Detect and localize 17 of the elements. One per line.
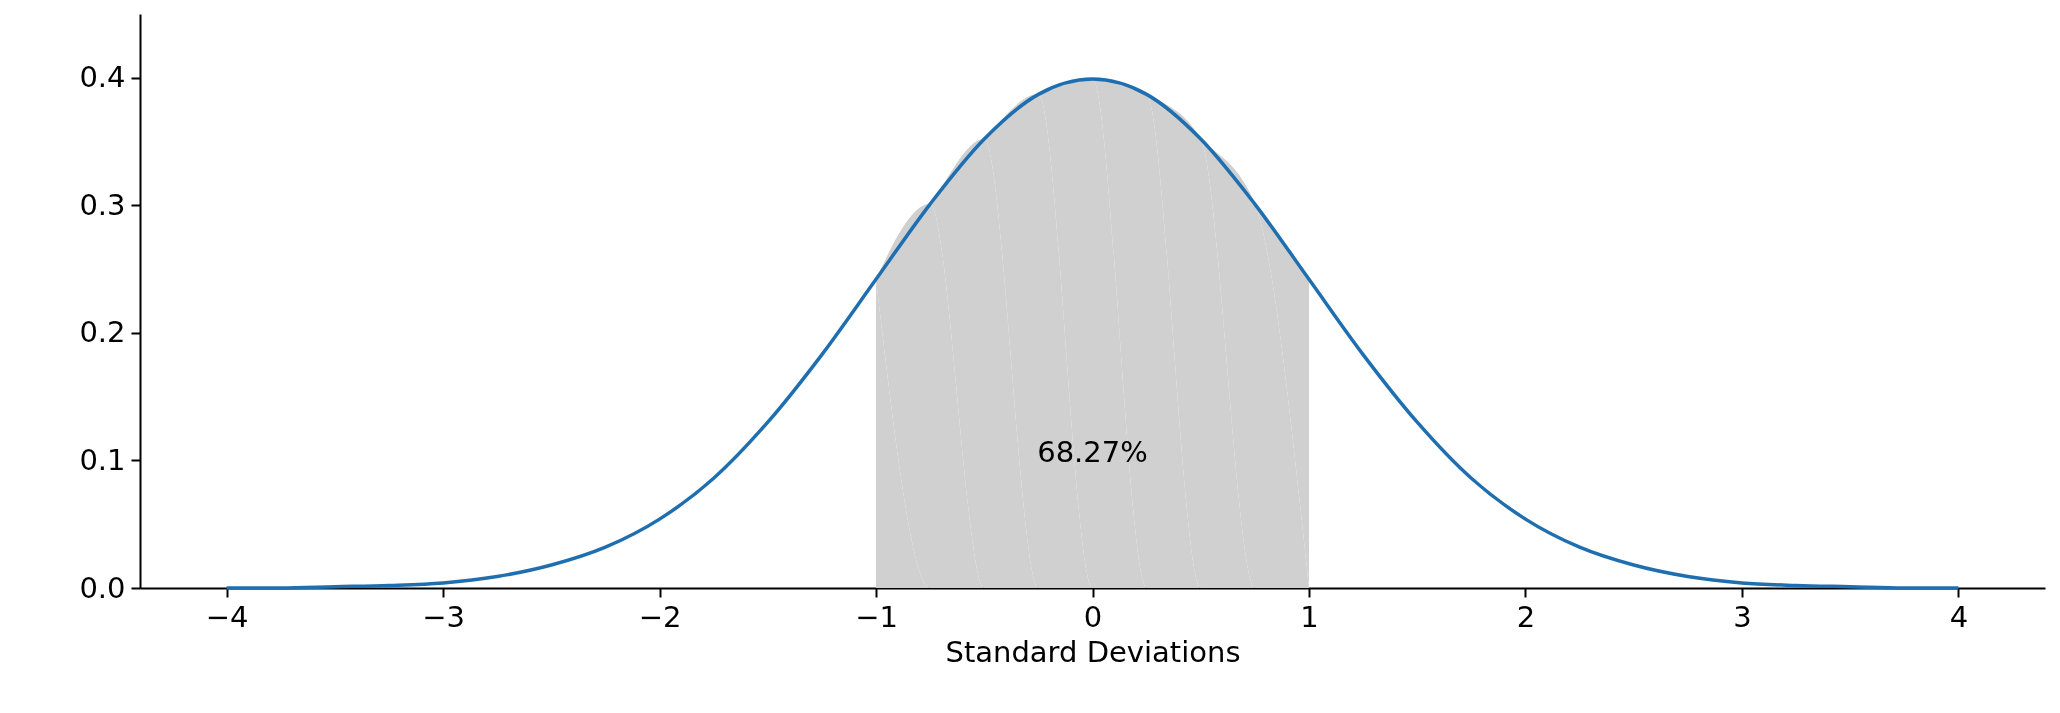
y-tick-label: 0.3 bbox=[79, 187, 126, 222]
x-tick-label: 3 bbox=[1733, 599, 1752, 634]
x-tick-label: −1 bbox=[855, 599, 898, 634]
x-tick-label: −4 bbox=[205, 599, 249, 634]
x-tick-label: 4 bbox=[1949, 599, 1969, 634]
x-axis-title: Standard Deviations bbox=[945, 634, 1241, 669]
y-tick-label: 0.1 bbox=[79, 442, 126, 477]
line-series bbox=[224, 77, 1961, 590]
y-tick-label: 0.4 bbox=[79, 60, 126, 95]
x-tick-label: −2 bbox=[638, 599, 682, 634]
y-tick-label: 0.2 bbox=[79, 315, 126, 350]
x-tick-label: 0 bbox=[1083, 599, 1103, 634]
x-tick-label: 1 bbox=[1300, 599, 1319, 634]
x-tick-label: 2 bbox=[1516, 599, 1536, 634]
x-tick-label: −3 bbox=[422, 599, 465, 634]
y-tick-label: 0.0 bbox=[79, 570, 126, 605]
annotation: 68.27% bbox=[1037, 435, 1148, 470]
